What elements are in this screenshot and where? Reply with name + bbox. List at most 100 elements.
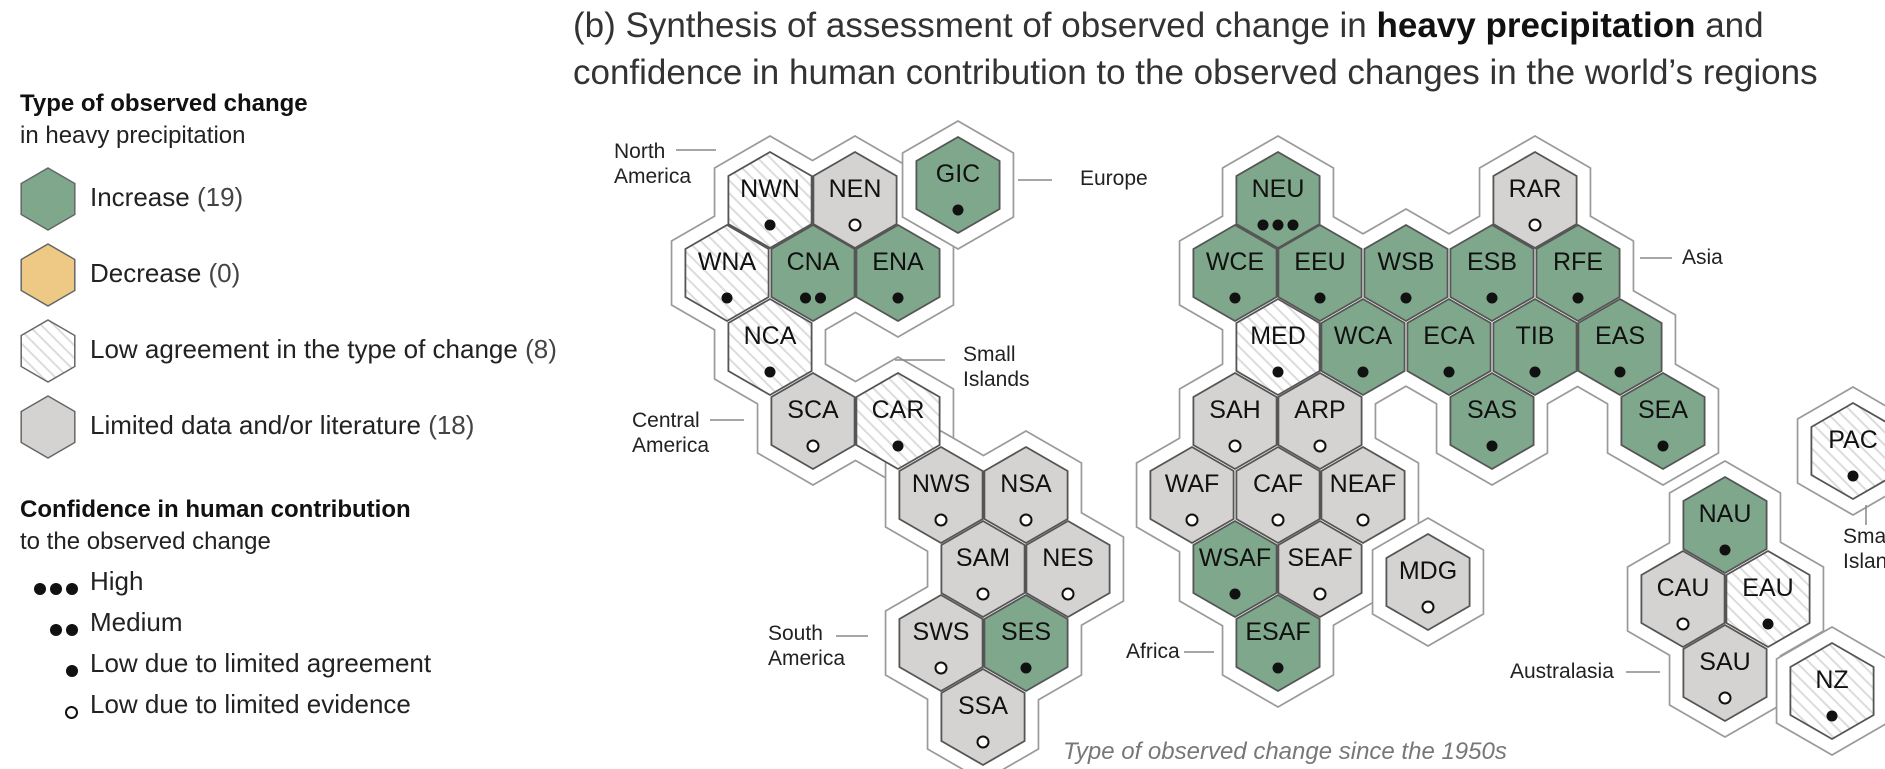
confidence-dots-icon	[721, 292, 733, 304]
type-legend-list: Increase (19) Decrease (0) Low agreement i…	[20, 162, 580, 466]
region-esb: ESB	[1449, 223, 1535, 323]
confidence-dots-icon	[1657, 440, 1669, 452]
region-wca: WCA	[1320, 297, 1406, 397]
confidence-dots-icon	[1847, 470, 1859, 482]
continent-label: South America	[768, 622, 845, 670]
region-code: SEA	[1638, 396, 1688, 424]
confidence-legend-list: High Medium Low due to limited agreement Lo…	[20, 562, 580, 726]
region-nws: NWS	[898, 445, 984, 545]
region-hexagon	[1235, 150, 1321, 250]
region-rfe: RFE	[1535, 223, 1621, 323]
region-hexagon	[1192, 223, 1278, 323]
region-hexagon	[855, 223, 941, 323]
region-hexagon	[684, 223, 770, 323]
legend-count: (18)	[420, 410, 475, 440]
region-code: NEU	[1252, 175, 1305, 203]
region-caf: CAF	[1235, 445, 1321, 545]
region-hexagons: NWN NEN GIC WNA CNA ENA NCA SCA CAR NWS NSA SAM NES S…	[684, 135, 1885, 767]
region-hexagon	[1535, 223, 1621, 323]
region-nen: NEN	[812, 150, 898, 250]
region-hexagon	[1277, 371, 1363, 471]
region-hexagon	[1682, 623, 1768, 723]
region-code: NCA	[744, 322, 797, 350]
region-code: EAS	[1595, 322, 1645, 350]
confidence-dots-icon	[1443, 366, 1455, 378]
confidence-label: High	[90, 566, 144, 596]
region-code: SEAF	[1287, 544, 1352, 572]
region-code: ESB	[1467, 248, 1517, 276]
region-hexagon	[1385, 532, 1471, 632]
region-code: WSAF	[1199, 544, 1271, 572]
confidence-dots-icon	[1356, 513, 1370, 527]
continent-label: North America	[614, 140, 691, 188]
confidence-item: High	[20, 562, 580, 603]
region-esaf: ESAF	[1235, 593, 1321, 693]
region-code: NEAF	[1330, 470, 1397, 498]
region-nes: NES	[1025, 519, 1111, 619]
region-pac: PAC	[1810, 401, 1885, 501]
region-wsaf: WSAF	[1192, 519, 1278, 619]
legend-count: (8)	[517, 334, 557, 364]
confidence-dots-icon	[1314, 292, 1326, 304]
region-ena: ENA	[855, 223, 941, 323]
confidence-dots-icon	[934, 661, 948, 675]
confidence-dots-icon	[20, 572, 78, 603]
region-hexagon	[1320, 297, 1406, 397]
confidence-dots-icon	[1676, 617, 1690, 631]
confidence-dots-icon	[1486, 440, 1498, 452]
region-code: RAR	[1509, 175, 1562, 203]
confidence-dots-icon	[934, 513, 948, 527]
confidence-dots-icon	[1272, 366, 1284, 378]
legend-item-low: Low agreement in the type of change (8)	[20, 314, 580, 390]
confidence-dots-icon	[806, 439, 820, 453]
region-hexagon	[727, 297, 813, 397]
continent-label: Australasia	[1510, 660, 1614, 683]
region-code: SCA	[787, 396, 839, 424]
region-hexagon	[1235, 445, 1321, 545]
region-neu: NEU	[1235, 150, 1321, 250]
confidence-dots-icon	[800, 292, 826, 304]
region-hexagon	[1682, 475, 1768, 575]
region-code: WCE	[1206, 248, 1264, 276]
confidence-dots-icon	[1357, 366, 1369, 378]
confidence-item: Low due to limited agreement	[20, 644, 580, 685]
region-rar: RAR	[1492, 150, 1578, 250]
continent-label: Asia	[1682, 246, 1723, 269]
confidence-dots-icon	[1228, 439, 1242, 453]
confidence-dots-icon	[1272, 662, 1284, 674]
region-hexagon	[1320, 445, 1406, 545]
legend: Type of observed change in heavy precipi…	[20, 88, 580, 726]
footer-caption: Type of observed change since the 1950s	[1063, 738, 1507, 765]
confidence-dots-icon	[1718, 691, 1732, 705]
confidence-dots-icon	[1313, 587, 1327, 601]
region-code: SAH	[1209, 396, 1260, 424]
region-hexagon	[915, 135, 1001, 235]
confidence-dots-icon	[1061, 587, 1075, 601]
region-seaf: SEAF	[1277, 519, 1363, 619]
continent-label: Central America	[632, 409, 709, 457]
title-prefix: (b) Synthesis of assessment of observed …	[573, 6, 1377, 45]
region-code: WSB	[1378, 248, 1435, 276]
confidence-dots-icon	[892, 292, 904, 304]
legend-count: (19)	[189, 182, 244, 212]
region-sah: SAH	[1192, 371, 1278, 471]
type-legend-subtitle: in heavy precipitation	[20, 122, 246, 149]
region-hexagon	[1492, 297, 1578, 397]
region-sea: SEA	[1620, 371, 1706, 471]
legend-count: (0)	[201, 258, 241, 288]
region-hexagon	[1277, 519, 1363, 619]
confidence-item: Medium	[20, 603, 580, 644]
confidence-dots-icon	[1020, 662, 1032, 674]
confidence-dots-icon	[976, 587, 990, 601]
confidence-dots-icon	[1257, 219, 1299, 231]
confidence-dots-icon	[1762, 618, 1774, 630]
region-eeu: EEU	[1277, 223, 1363, 323]
region-hexagon	[898, 445, 984, 545]
region-car: CAR	[855, 371, 941, 471]
region-code: PAC	[1828, 426, 1878, 454]
title-bold: heavy precipitation	[1376, 6, 1696, 45]
legend-label: Decrease	[90, 258, 202, 288]
continent-label: Europe	[1080, 167, 1148, 190]
region-code: SAM	[956, 544, 1010, 572]
